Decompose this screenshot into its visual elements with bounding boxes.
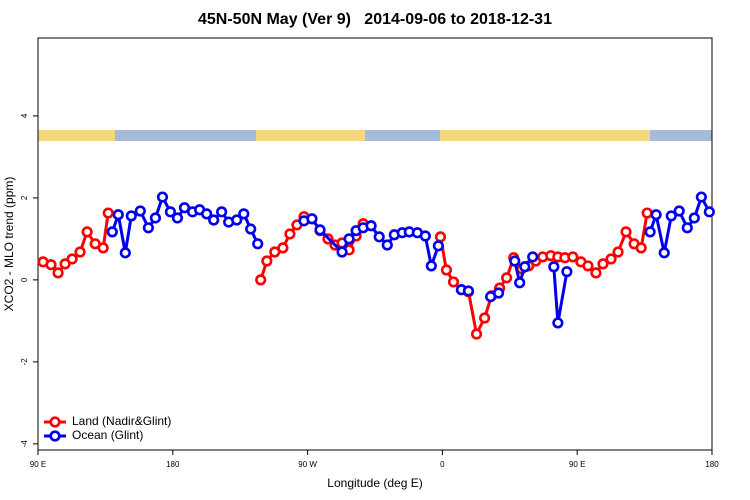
data-point bbox=[567, 251, 579, 263]
data-point bbox=[548, 261, 560, 273]
data-point bbox=[552, 317, 564, 329]
legend-label: Ocean (Glint) bbox=[72, 428, 143, 442]
legend-marker bbox=[49, 416, 61, 428]
data-point bbox=[605, 253, 617, 265]
data-point bbox=[106, 226, 118, 238]
data-point bbox=[216, 206, 228, 218]
data-point bbox=[365, 220, 377, 232]
data-point bbox=[501, 272, 513, 284]
y-tick-label: -2 bbox=[20, 358, 29, 366]
data-point bbox=[255, 274, 267, 286]
legend-marker bbox=[49, 430, 61, 442]
data-point bbox=[97, 242, 109, 254]
data-point bbox=[343, 233, 355, 245]
data-point bbox=[52, 267, 64, 279]
data-point bbox=[582, 260, 594, 272]
data-point bbox=[156, 191, 169, 203]
x-tick-label: 180 bbox=[705, 460, 719, 469]
data-point bbox=[703, 206, 715, 218]
data-point bbox=[527, 251, 539, 263]
y-axis-label: XCO2 - MLO trend (ppm) bbox=[2, 177, 16, 312]
data-point bbox=[644, 226, 656, 238]
data-point bbox=[102, 207, 114, 219]
data-point bbox=[561, 266, 573, 278]
data-point bbox=[171, 212, 184, 224]
data-point bbox=[509, 255, 521, 267]
x-tick-label: 90 E bbox=[30, 460, 46, 469]
legend: Land (Nadir&Glint)Ocean (Glint) bbox=[44, 414, 171, 442]
data-point bbox=[658, 247, 670, 259]
data-point bbox=[514, 277, 526, 289]
data-point bbox=[201, 208, 213, 220]
data-point bbox=[419, 230, 431, 242]
data-point bbox=[112, 209, 124, 221]
data-point bbox=[665, 210, 677, 222]
data-point bbox=[479, 312, 491, 324]
data-point bbox=[164, 206, 177, 218]
y-tick-label: 4 bbox=[20, 113, 29, 118]
x-tick-label: 90 E bbox=[569, 460, 585, 469]
data-point bbox=[440, 264, 453, 276]
data-point bbox=[134, 205, 146, 217]
data-point bbox=[673, 205, 685, 217]
data-point bbox=[81, 226, 93, 238]
y-tick-label: -4 bbox=[20, 440, 29, 448]
data-point bbox=[284, 228, 296, 240]
y-tick-label: 0 bbox=[20, 277, 29, 282]
data-point bbox=[612, 246, 624, 258]
data-point bbox=[149, 212, 162, 224]
data-point bbox=[252, 238, 264, 250]
data-point bbox=[688, 212, 700, 224]
data-point bbox=[45, 259, 57, 271]
data-point bbox=[314, 224, 326, 236]
data-point bbox=[336, 246, 348, 258]
data-point bbox=[650, 209, 662, 221]
data-point bbox=[641, 207, 653, 219]
data-point bbox=[462, 285, 475, 297]
x-tick-label: 0 bbox=[440, 460, 445, 469]
data-point bbox=[381, 239, 393, 251]
data-point bbox=[306, 213, 318, 225]
data-point bbox=[425, 260, 437, 272]
ocean-strip bbox=[365, 130, 440, 141]
data-point bbox=[681, 222, 693, 234]
ocean-strip bbox=[650, 130, 712, 141]
ocean-strip bbox=[115, 130, 256, 141]
data-point bbox=[434, 231, 447, 243]
data-point bbox=[245, 223, 257, 235]
data-point bbox=[432, 240, 444, 252]
data-point bbox=[635, 242, 647, 254]
x-tick-label: 180 bbox=[166, 460, 180, 469]
data-point bbox=[74, 246, 86, 258]
data-point bbox=[66, 253, 78, 265]
data-point bbox=[373, 231, 385, 243]
data-point bbox=[695, 191, 707, 203]
chart-title: 45N-50N May (Ver 9) 2014-09-06 to 2018-1… bbox=[198, 11, 552, 28]
map-strip bbox=[38, 130, 712, 141]
data-point bbox=[590, 267, 602, 279]
data-point bbox=[208, 214, 220, 226]
data-point bbox=[119, 247, 131, 259]
y-tick-label: 2 bbox=[20, 195, 29, 200]
data-point bbox=[492, 287, 505, 299]
x-tick-label: 90 W bbox=[298, 460, 317, 469]
data-point bbox=[261, 255, 273, 267]
data-point bbox=[519, 261, 531, 273]
data-point bbox=[277, 242, 289, 254]
plot-frame bbox=[37, 37, 713, 451]
data-point bbox=[142, 222, 154, 234]
data-point bbox=[231, 214, 243, 226]
data-point bbox=[238, 208, 250, 220]
data-point bbox=[620, 226, 632, 238]
data-point bbox=[597, 258, 609, 270]
x-axis-label: Longitude (deg E) bbox=[327, 476, 422, 490]
data-point bbox=[59, 258, 71, 270]
data-point bbox=[125, 210, 137, 222]
data-point bbox=[470, 328, 483, 340]
legend-label: Land (Nadir&Glint) bbox=[72, 414, 171, 428]
data-point bbox=[447, 276, 460, 288]
